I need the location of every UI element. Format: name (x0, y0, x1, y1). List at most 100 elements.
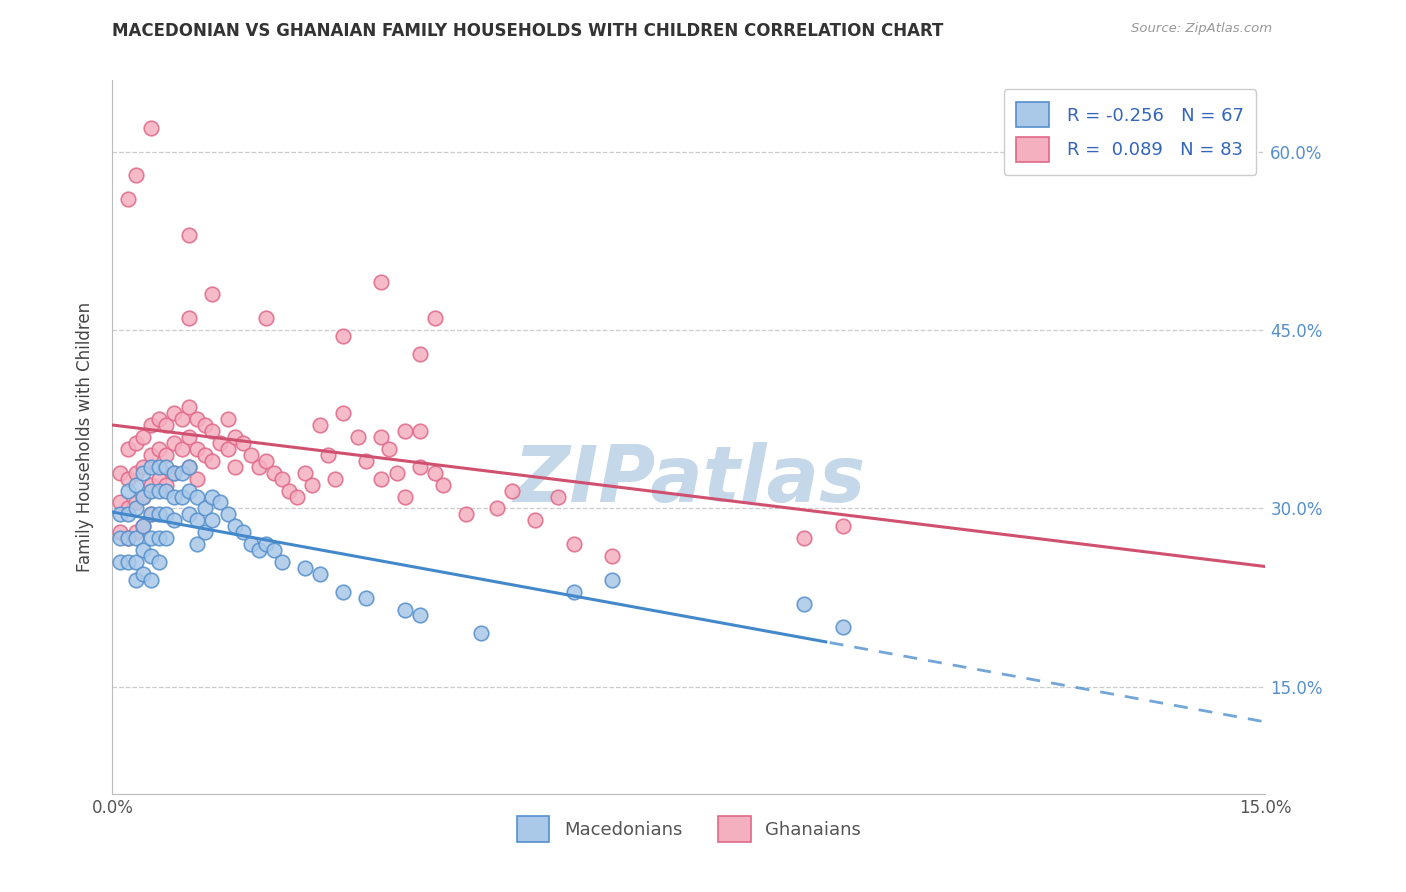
Point (217, 508, 239, 522)
Point (470, 626, 492, 640)
Point (124, 555, 146, 569)
Point (224, 459, 246, 474)
Point (170, 442, 193, 456)
Point (294, 561, 316, 575)
Point (139, 508, 162, 522)
Legend: Macedonians, Ghanaians: Macedonians, Ghanaians (509, 809, 869, 849)
Point (117, 555, 139, 569)
Point (124, 466, 146, 480)
Point (139, 549, 162, 563)
Point (201, 454, 224, 468)
Point (179, 311, 201, 326)
Point (163, 466, 186, 480)
Point (139, 120, 162, 135)
Point (163, 466, 186, 480)
Point (179, 459, 201, 474)
Point (194, 525, 217, 540)
Point (163, 406, 186, 420)
Point (186, 472, 208, 486)
Point (132, 543, 155, 558)
Point (793, 597, 815, 611)
Point (194, 448, 217, 462)
Point (232, 436, 254, 450)
Point (148, 412, 170, 426)
Point (354, 454, 377, 468)
Point (254, 537, 277, 551)
Point (332, 406, 354, 420)
Point (179, 401, 201, 415)
Point (132, 490, 155, 504)
Point (124, 501, 146, 516)
Point (409, 459, 432, 474)
Point (139, 508, 162, 522)
Point (148, 531, 170, 545)
Point (224, 519, 246, 533)
Point (309, 566, 332, 581)
Point (186, 490, 208, 504)
Point (209, 495, 232, 509)
Point (432, 477, 454, 491)
Point (201, 490, 224, 504)
Point (124, 477, 146, 491)
Point (108, 508, 131, 522)
Point (170, 490, 193, 504)
Point (186, 537, 208, 551)
Point (316, 448, 339, 462)
Point (179, 483, 201, 498)
Point (186, 513, 208, 527)
Point (239, 537, 262, 551)
Point (301, 477, 323, 491)
Point (148, 472, 170, 486)
Point (139, 448, 162, 462)
Point (186, 442, 208, 456)
Point (148, 555, 170, 569)
Point (201, 513, 224, 527)
Point (600, 549, 623, 563)
Point (485, 501, 508, 516)
Point (278, 483, 301, 498)
Point (325, 472, 347, 486)
Point (148, 508, 170, 522)
Point (217, 412, 239, 426)
Point (201, 424, 224, 438)
Point (194, 418, 217, 433)
Point (139, 459, 162, 474)
Point (163, 490, 186, 504)
Point (247, 543, 270, 558)
Point (254, 454, 277, 468)
Point (501, 483, 523, 498)
Point (224, 430, 246, 444)
Point (332, 329, 354, 343)
Point (385, 466, 408, 480)
Point (201, 287, 224, 301)
Point (562, 584, 585, 599)
Point (108, 466, 131, 480)
Point (132, 430, 155, 444)
Point (209, 436, 232, 450)
Point (117, 531, 139, 545)
Point (254, 311, 277, 326)
Point (263, 466, 285, 480)
Point (108, 525, 131, 540)
Point (409, 608, 432, 623)
Point (524, 513, 547, 527)
Point (148, 459, 170, 474)
Point (600, 573, 623, 587)
Point (354, 591, 377, 605)
Point (124, 531, 146, 545)
Point (139, 531, 162, 545)
Point (163, 513, 186, 527)
Text: MACEDONIAN VS GHANAIAN FAMILY HOUSEHOLDS WITH CHILDREN CORRELATION CHART: MACEDONIAN VS GHANAIAN FAMILY HOUSEHOLDS… (112, 22, 943, 40)
Point (148, 442, 170, 456)
Point (139, 483, 162, 498)
Point (155, 418, 177, 433)
Point (117, 501, 139, 516)
Point (124, 436, 146, 450)
Point (117, 508, 139, 522)
Point (425, 311, 447, 326)
Point (179, 508, 201, 522)
Point (263, 543, 285, 558)
Point (117, 483, 139, 498)
Point (155, 459, 177, 474)
Point (217, 442, 239, 456)
